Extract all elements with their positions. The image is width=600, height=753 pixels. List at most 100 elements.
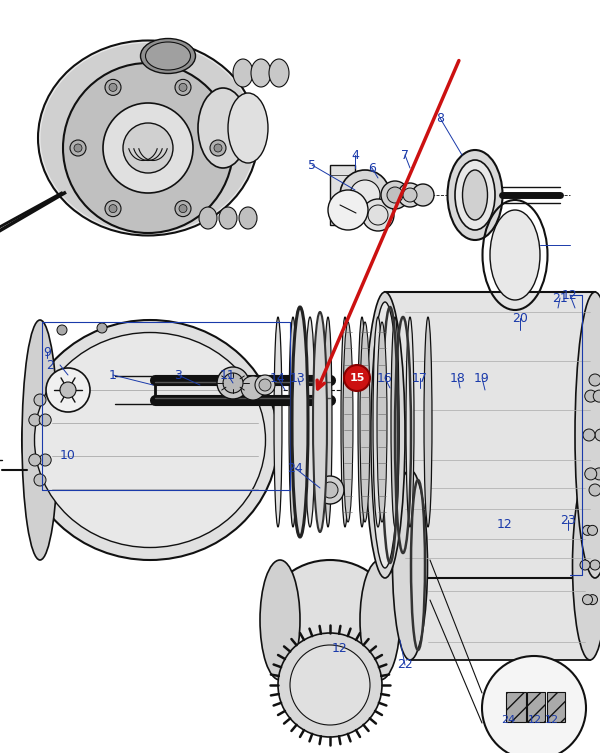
Ellipse shape xyxy=(424,317,432,527)
Circle shape xyxy=(585,390,597,402)
Bar xyxy=(385,292,595,578)
Text: 9: 9 xyxy=(43,346,51,358)
Ellipse shape xyxy=(269,59,289,87)
Ellipse shape xyxy=(305,317,315,527)
Ellipse shape xyxy=(406,317,414,527)
Circle shape xyxy=(179,84,187,91)
Text: 6: 6 xyxy=(368,161,376,175)
Circle shape xyxy=(70,140,86,156)
Circle shape xyxy=(580,560,590,570)
Ellipse shape xyxy=(198,88,248,168)
Circle shape xyxy=(587,595,598,605)
Ellipse shape xyxy=(233,59,253,87)
Circle shape xyxy=(593,390,600,402)
Circle shape xyxy=(57,325,67,335)
Text: 5: 5 xyxy=(308,158,316,172)
Circle shape xyxy=(316,476,344,504)
Ellipse shape xyxy=(289,317,297,527)
Circle shape xyxy=(398,183,422,207)
Circle shape xyxy=(97,323,107,333)
Text: 12: 12 xyxy=(332,642,348,654)
Circle shape xyxy=(175,79,191,96)
Text: 24: 24 xyxy=(287,462,303,474)
Ellipse shape xyxy=(572,470,600,660)
Circle shape xyxy=(412,184,434,206)
Circle shape xyxy=(29,454,41,466)
Circle shape xyxy=(290,645,370,725)
Circle shape xyxy=(210,140,226,156)
Bar xyxy=(547,692,565,722)
Text: 1: 1 xyxy=(109,368,117,382)
Circle shape xyxy=(381,181,409,209)
Text: 18: 18 xyxy=(450,371,466,385)
Circle shape xyxy=(63,63,233,233)
Circle shape xyxy=(589,484,600,496)
Circle shape xyxy=(340,170,390,220)
Circle shape xyxy=(60,382,76,398)
Ellipse shape xyxy=(265,560,395,680)
Ellipse shape xyxy=(38,41,258,236)
Circle shape xyxy=(278,633,382,737)
Circle shape xyxy=(350,180,380,210)
Ellipse shape xyxy=(260,560,300,680)
Text: 24: 24 xyxy=(501,715,515,725)
Circle shape xyxy=(482,656,586,753)
Text: 20: 20 xyxy=(512,312,528,325)
Ellipse shape xyxy=(358,317,366,527)
Ellipse shape xyxy=(490,210,540,300)
Ellipse shape xyxy=(391,317,399,527)
Ellipse shape xyxy=(313,312,327,532)
Circle shape xyxy=(74,144,82,152)
Bar xyxy=(506,692,526,722)
Ellipse shape xyxy=(455,160,495,230)
Ellipse shape xyxy=(274,317,282,527)
Circle shape xyxy=(217,367,249,399)
Bar xyxy=(527,692,545,722)
Text: 2: 2 xyxy=(46,358,54,371)
Circle shape xyxy=(255,375,275,395)
Ellipse shape xyxy=(22,320,278,560)
Ellipse shape xyxy=(341,317,349,527)
Circle shape xyxy=(29,414,41,426)
Text: 14: 14 xyxy=(270,371,286,385)
Text: 7: 7 xyxy=(401,148,409,161)
Text: 21: 21 xyxy=(552,291,568,304)
Ellipse shape xyxy=(239,207,257,229)
Ellipse shape xyxy=(360,560,400,680)
Circle shape xyxy=(583,526,593,535)
FancyArrowPatch shape xyxy=(317,60,459,389)
Ellipse shape xyxy=(377,322,387,522)
Circle shape xyxy=(593,468,600,480)
Circle shape xyxy=(34,474,46,486)
Circle shape xyxy=(328,190,368,230)
Circle shape xyxy=(105,200,121,217)
Circle shape xyxy=(241,376,265,400)
Bar xyxy=(330,165,355,225)
Ellipse shape xyxy=(251,59,271,87)
Ellipse shape xyxy=(140,38,196,74)
Circle shape xyxy=(585,468,597,480)
Ellipse shape xyxy=(292,307,308,537)
Ellipse shape xyxy=(35,333,265,547)
Text: 12: 12 xyxy=(497,519,513,532)
Ellipse shape xyxy=(360,322,370,522)
Text: 11: 11 xyxy=(220,368,236,382)
Text: 19: 19 xyxy=(474,371,490,385)
Ellipse shape xyxy=(22,320,58,560)
Ellipse shape xyxy=(448,150,503,240)
Circle shape xyxy=(362,199,394,231)
Text: 15: 15 xyxy=(349,373,365,383)
Text: 4: 4 xyxy=(351,148,359,161)
Text: 8: 8 xyxy=(436,111,444,124)
Circle shape xyxy=(587,526,598,535)
Circle shape xyxy=(46,368,90,412)
Circle shape xyxy=(322,482,338,498)
Text: 16: 16 xyxy=(377,371,393,385)
Circle shape xyxy=(583,595,593,605)
Circle shape xyxy=(387,187,403,203)
Circle shape xyxy=(109,205,117,212)
Circle shape xyxy=(259,379,271,391)
Circle shape xyxy=(214,144,222,152)
Ellipse shape xyxy=(343,322,353,522)
Circle shape xyxy=(103,103,193,193)
